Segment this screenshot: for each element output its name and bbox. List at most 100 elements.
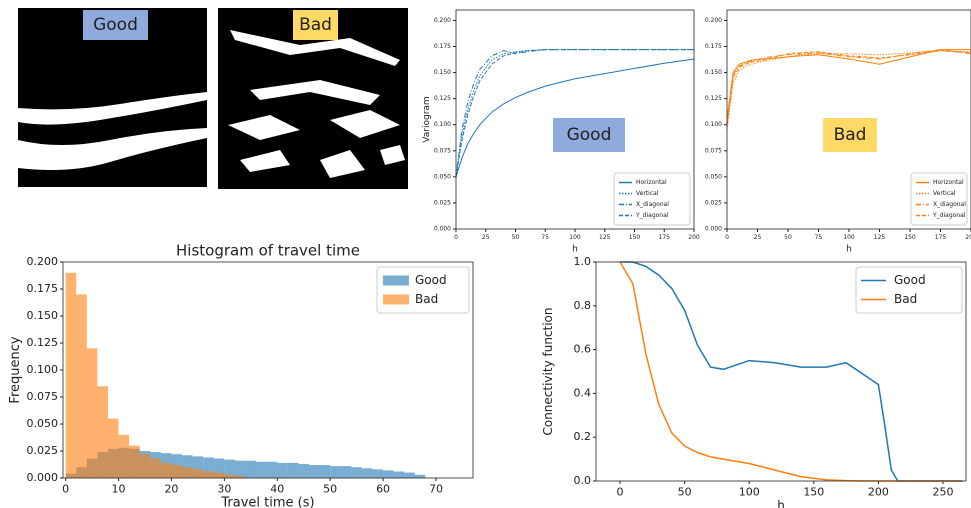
- hist-bar: [171, 465, 183, 478]
- y-tick-label: 0.100: [27, 363, 59, 376]
- annotation: Good: [567, 125, 612, 145]
- y-tick-label: 0.125: [434, 95, 451, 102]
- x-tick-label: 0: [725, 234, 729, 241]
- y-tick-label: 0.200: [27, 255, 59, 268]
- hist-bar: [182, 455, 193, 478]
- y-tick-label: 0.200: [434, 17, 451, 24]
- hist-bar: [76, 294, 87, 478]
- annotation: Bad: [834, 125, 867, 145]
- hist-bar: [97, 386, 108, 478]
- hist-bar: [192, 469, 204, 478]
- bad-label-box: [293, 10, 338, 40]
- y-axis-label: Frequency: [8, 336, 23, 403]
- x-tick-label: 50: [512, 234, 520, 241]
- x-tick-label: 150: [904, 234, 916, 241]
- hist-bar: [351, 467, 362, 478]
- hist-bar: [203, 471, 214, 478]
- legend-frame: [855, 266, 963, 314]
- y-tick-label: 0.075: [434, 147, 451, 154]
- legend-swatch: [383, 294, 409, 305]
- hist-bar: [150, 458, 161, 478]
- legend-label: Vertical: [636, 190, 659, 197]
- y-tick-label: 1.0: [574, 255, 592, 268]
- y-tick-label: 0.8: [574, 299, 592, 312]
- x-tick-label: 60: [376, 483, 390, 496]
- x-tick-label: 25: [754, 234, 762, 241]
- series-line: [455, 58, 695, 178]
- x-tick-label: 0: [454, 234, 458, 241]
- y-tick-label: 0.025: [705, 199, 722, 206]
- x-axis-label: h: [572, 245, 578, 255]
- hist-bar: [383, 470, 394, 478]
- hist-bar: [160, 462, 172, 478]
- x-tick-label: 0: [62, 483, 69, 496]
- y-tick-label: 0.050: [705, 173, 722, 180]
- hist-bar: [213, 472, 225, 478]
- y-axis-label: Variogram: [422, 96, 432, 142]
- x-tick-label: 175: [935, 234, 947, 241]
- y-tick-label: 0.175: [434, 43, 451, 50]
- x-tick-label: 75: [815, 234, 823, 241]
- y-tick-label: 0.150: [27, 309, 59, 322]
- x-tick-label: 200: [868, 486, 889, 499]
- hist-bar: [404, 472, 415, 478]
- y-tick-label: 0.100: [705, 121, 722, 128]
- hist-bar: [266, 461, 278, 478]
- x-tick-label: 150: [629, 234, 641, 241]
- y-tick-label: 0.175: [27, 282, 59, 295]
- hist-bar: [340, 466, 352, 478]
- hist-bar: [107, 418, 119, 478]
- y-tick-label: 0.075: [705, 147, 722, 154]
- hist-bar: [129, 445, 140, 478]
- legend-label: X_diagonal: [636, 201, 669, 208]
- y-tick-label: 0.100: [434, 121, 451, 128]
- y-tick-label: 0.200: [705, 17, 722, 24]
- x-tick-label: 250: [933, 486, 954, 499]
- hist-bar: [224, 474, 235, 478]
- x-tick-label: 75: [541, 234, 549, 241]
- y-tick-label: 0.025: [434, 199, 451, 206]
- hist-bar: [287, 462, 299, 478]
- panel-label: Good: [93, 15, 138, 35]
- x-tick-label: 175: [659, 234, 671, 241]
- legend-frame: [910, 172, 968, 226]
- hist-bar: [192, 456, 204, 478]
- series-line: [455, 49, 694, 177]
- plot-frame: [455, 9, 695, 230]
- hist-bar: [86, 348, 98, 478]
- x-tick-label: 100: [739, 486, 760, 499]
- legend-label: Bad: [894, 292, 917, 306]
- x-tick-label: 10: [112, 483, 126, 496]
- y-tick-label: 0.175: [705, 43, 722, 50]
- x-tick-label: 100: [569, 234, 581, 241]
- chart: Good 0.000 0.025 0.050 0.075 0.100 0.125 0.150 0…: [422, 9, 700, 255]
- hist-bar: [234, 460, 246, 478]
- chart-title: Histogram of travel time: [176, 242, 360, 260]
- hist-bar: [256, 461, 267, 478]
- x-tick-label: 30: [217, 483, 231, 496]
- hist-bar: [182, 467, 193, 478]
- series-line: [620, 261, 963, 482]
- hist-bar: [319, 465, 331, 478]
- hist-bar: [372, 469, 384, 478]
- plot-frame: [62, 261, 474, 479]
- chart: 0.000 0.025 0.050 0.075 0.100 0.125 0.150 0.175…: [8, 242, 474, 508]
- y-tick-label: 0.075: [27, 390, 59, 403]
- y-tick-label: 0.025: [27, 444, 59, 457]
- panel-label: Bad: [299, 15, 332, 35]
- chart: 0.0 0.2 0.4 0.6 0.8 1.0 0 50 100 150 200 250 h Connec…: [541, 255, 967, 508]
- plot-frame: [726, 9, 971, 230]
- y-tick-label: 0.125: [27, 336, 59, 349]
- y-tick-label: 0.000: [27, 471, 59, 484]
- hist-bar: [213, 458, 225, 478]
- bad-image: [218, 8, 408, 189]
- legend-label: Y_diagonal: [635, 212, 669, 219]
- y-tick-label: 0.050: [27, 417, 59, 430]
- legend-label: X_diagonal: [933, 201, 966, 208]
- hist-bar: [245, 460, 257, 478]
- hist-bar: [65, 272, 77, 478]
- y-axis-label: Connectivity function: [541, 307, 555, 435]
- hist-bar: [361, 468, 373, 478]
